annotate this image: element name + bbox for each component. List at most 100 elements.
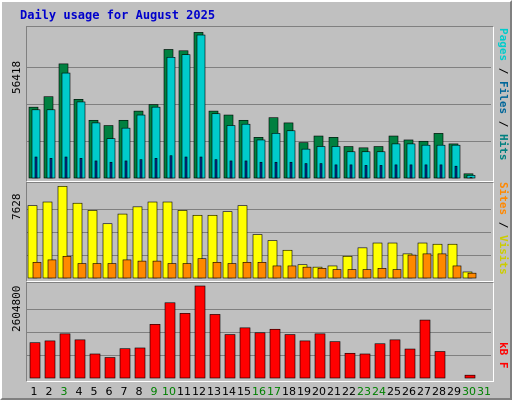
day-label-5: 5	[91, 385, 98, 398]
visits-bar-10	[162, 201, 173, 279]
sites-bar-12	[197, 258, 207, 279]
pages-bar-4	[79, 158, 83, 179]
day-label-14: 14	[222, 385, 236, 398]
visits-bar-17	[267, 240, 278, 279]
day-label-13: 13	[207, 385, 221, 398]
day-label-24: 24	[372, 385, 386, 398]
kbytes-bar-25	[389, 339, 401, 379]
day-label-1: 1	[31, 385, 38, 398]
kbytes-bar-9	[149, 324, 161, 379]
sites-bar-7	[122, 259, 132, 279]
day-label-3: 3	[61, 385, 68, 398]
files-bar-12	[196, 34, 206, 179]
pages-bar-14	[229, 160, 233, 179]
sites-bar-2	[47, 259, 57, 279]
pages-bar-13	[214, 159, 218, 179]
pages-bar-27	[424, 164, 428, 179]
day-label-23: 23	[357, 385, 371, 398]
pages-bar-3	[64, 156, 68, 179]
pages-bar-17	[274, 161, 278, 179]
sites-bar-14	[227, 263, 237, 279]
kbytes-bar-27	[419, 319, 431, 379]
day-label-4: 4	[76, 385, 83, 398]
visits-bar-14	[222, 211, 233, 279]
pages-bar-1	[34, 156, 38, 179]
pages-bar-10	[169, 155, 173, 179]
visits-bar-22	[342, 255, 353, 279]
pages-bar-9	[154, 158, 158, 179]
kbytes-bar-24	[374, 343, 386, 379]
day-label-30: 30	[462, 385, 476, 398]
kbytes-bar-12	[194, 285, 206, 379]
kbytes-bar-23	[359, 353, 371, 379]
sites-bar-4	[77, 263, 87, 279]
pages-bar-25	[394, 164, 398, 179]
visits-bar-4	[72, 202, 83, 279]
day-label-12: 12	[192, 385, 206, 398]
kbytes-bar-7	[119, 348, 131, 379]
day-label-9: 9	[151, 385, 158, 398]
kbytes-bar-11	[179, 313, 191, 379]
kbytes-bar-10	[164, 302, 176, 379]
pages-bar-5	[94, 160, 98, 179]
visits-bar-1	[27, 205, 38, 279]
sites-bar-5	[92, 263, 102, 279]
day-label-15: 15	[237, 385, 251, 398]
visits-bar-3	[57, 186, 68, 279]
sites-bar-9	[152, 260, 162, 279]
pages-bar-12	[199, 156, 203, 179]
visits-bar-9	[147, 201, 158, 279]
sites-bar-20	[317, 268, 327, 279]
sites-bar-3	[62, 255, 72, 279]
pages-bar-2	[49, 158, 53, 179]
visits-bar-12	[192, 214, 203, 279]
day-label-29: 29	[447, 385, 461, 398]
day-label-2: 2	[46, 385, 53, 398]
sites-bar-10	[167, 263, 177, 279]
pages-bar-18	[289, 161, 293, 179]
pages-bar-30	[469, 177, 473, 179]
kbytes-bar-2	[44, 340, 56, 379]
day-label-8: 8	[136, 385, 143, 398]
visits-bar-2	[42, 201, 53, 279]
kbytes-bar-1	[29, 342, 41, 379]
day-label-6: 6	[106, 385, 113, 398]
sites-bar-15	[242, 262, 252, 279]
day-label-18: 18	[282, 385, 296, 398]
pages-bar-20	[319, 163, 323, 179]
kbytes-bar-14	[224, 334, 236, 379]
pages-bar-6	[109, 161, 113, 179]
visits-bar-7	[117, 213, 128, 279]
visits-bar-29	[447, 243, 458, 279]
kbytes-bar-13	[209, 314, 221, 379]
chart-title: Daily usage for August 2025	[20, 8, 216, 22]
kbytes-bar-17	[269, 328, 281, 379]
pages-bar-7	[124, 160, 128, 179]
kbytes-bar-15	[239, 327, 251, 379]
sites-bar-29	[452, 265, 462, 279]
day-label-10: 10	[162, 385, 176, 398]
day-label-25: 25	[387, 385, 401, 398]
sites-bar-21	[332, 269, 342, 279]
sites-bar-19	[302, 266, 312, 279]
day-label-26: 26	[402, 385, 416, 398]
visits-bar-23	[357, 247, 368, 279]
pages-bar-8	[139, 159, 143, 179]
kbytes-bar-19	[299, 340, 311, 379]
day-label-22: 22	[342, 385, 356, 398]
pages-bar-22	[349, 164, 353, 179]
day-label-20: 20	[312, 385, 326, 398]
pages-bar-29	[454, 165, 458, 179]
visits-bar-18	[282, 249, 293, 279]
pages-bar-15	[244, 160, 248, 179]
day-label-7: 7	[121, 385, 128, 398]
sites-bar-26	[407, 254, 417, 279]
pages-bar-19	[304, 163, 308, 179]
sites-bar-1	[32, 262, 42, 279]
kbytes-bar-28	[434, 351, 446, 379]
sites-bar-23	[362, 269, 372, 279]
kbytes-bar-26	[404, 348, 416, 379]
visits-bar-13	[207, 214, 218, 279]
day-label-21: 21	[327, 385, 341, 398]
